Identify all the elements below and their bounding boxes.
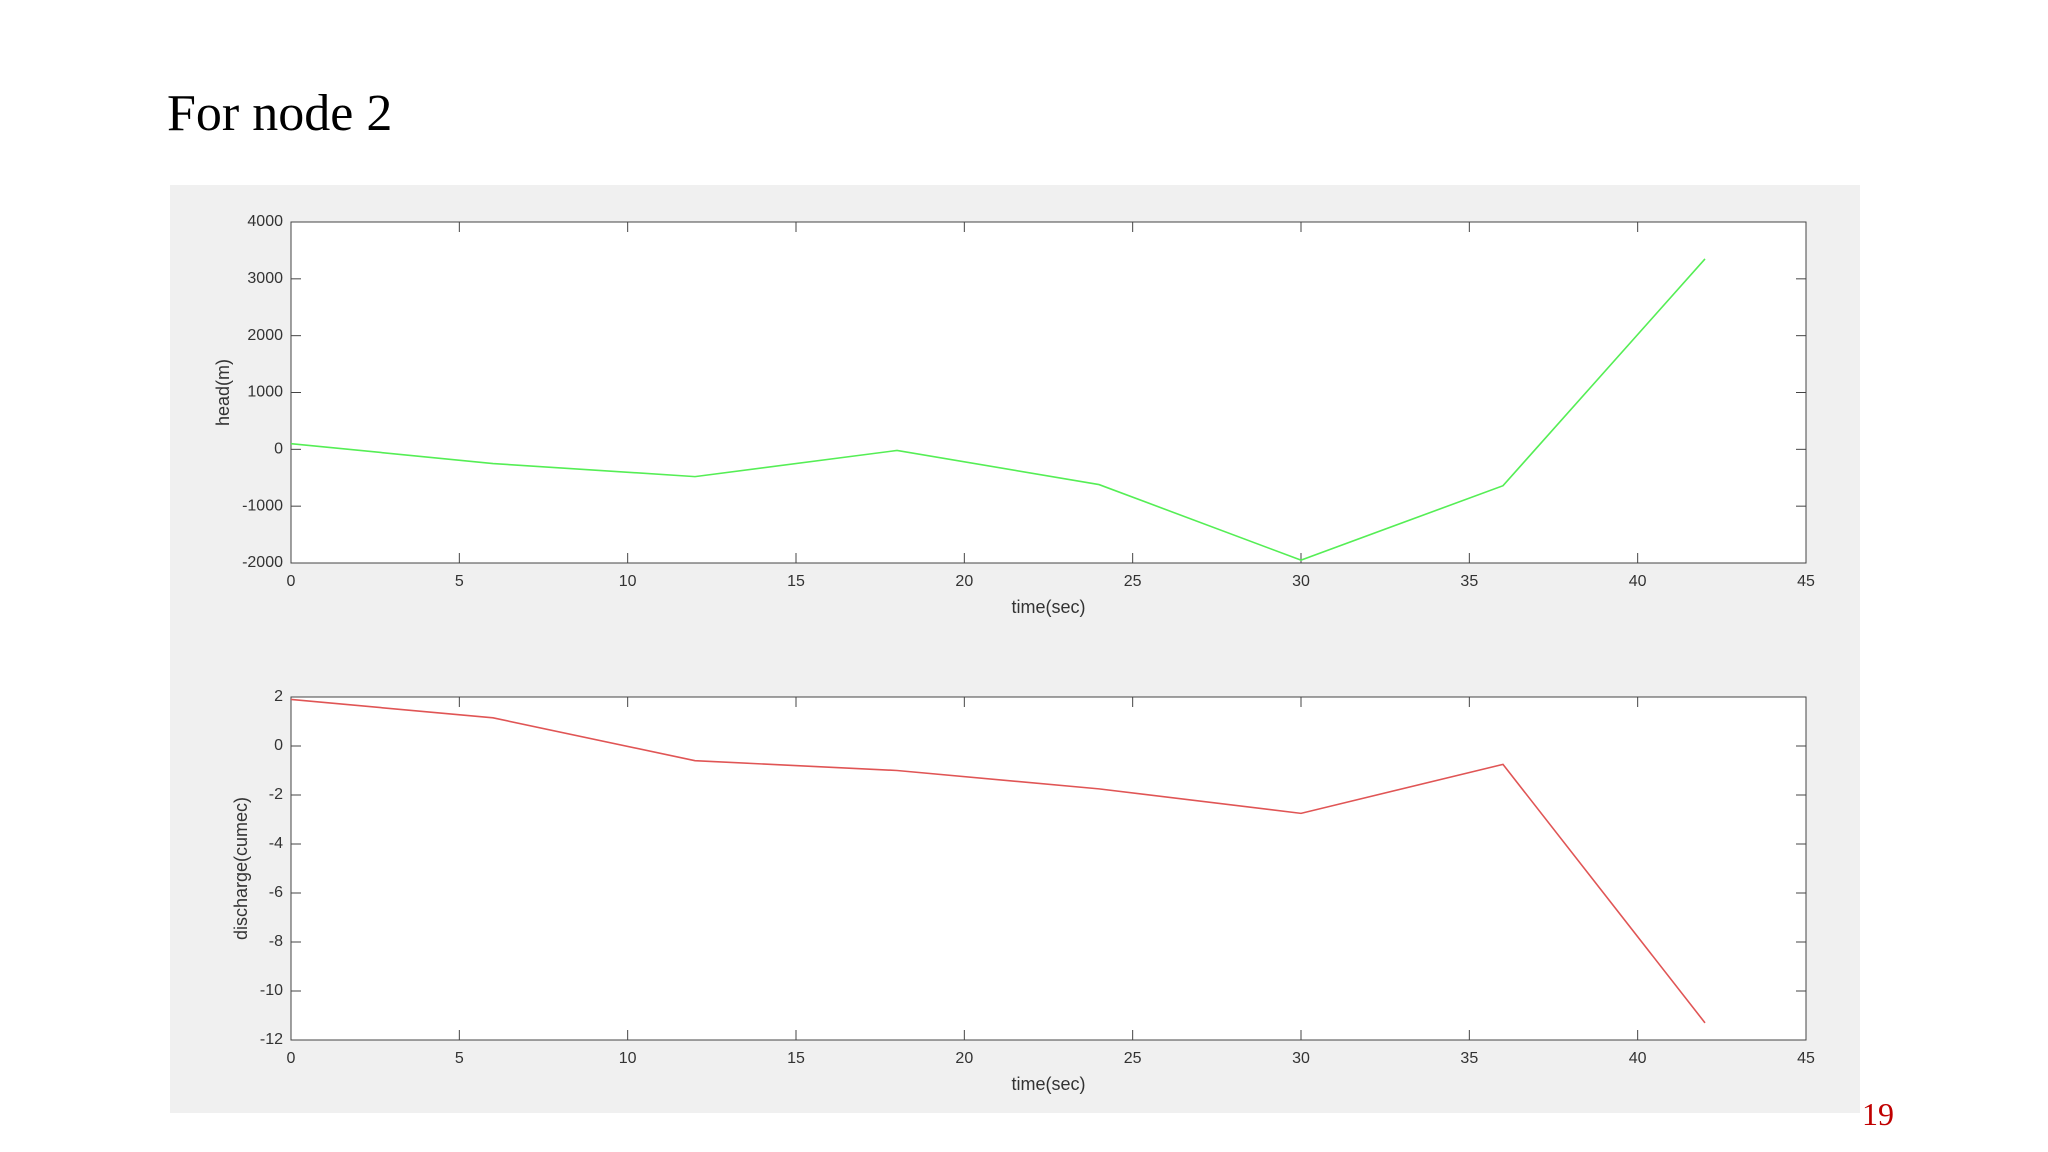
x-tick-label: 20 (955, 573, 973, 590)
y-tick-label: -2 (269, 786, 283, 803)
page-number: 19 (1862, 1096, 1894, 1132)
y-tick-label: -4 (269, 835, 283, 852)
x-tick-label: 15 (787, 573, 805, 590)
x-tick-label: 5 (455, 1050, 464, 1067)
y-tick-label: -2000 (242, 554, 283, 571)
y-tick-label: -6 (269, 884, 283, 901)
x-tick-label: 0 (287, 573, 296, 590)
plot-area (290, 696, 1807, 1041)
x-tick-label: 25 (1124, 573, 1142, 590)
x-tick-label: 40 (1629, 573, 1647, 590)
y-tick-label: 2000 (247, 327, 283, 344)
x-tick-label: 20 (955, 1050, 973, 1067)
y-axis-label: discharge(cumec) (231, 797, 251, 940)
data-line (290, 698, 1706, 1024)
x-tick-label: 35 (1460, 573, 1478, 590)
y-tick-label: 0 (274, 737, 283, 754)
x-tick-label: 45 (1797, 573, 1815, 590)
x-tick-label: 10 (619, 573, 637, 590)
y-tick-label: 1000 (247, 384, 283, 401)
x-tick-label: 0 (287, 1050, 296, 1067)
x-tick-label: 30 (1292, 573, 1310, 590)
y-axis-label: head(m) (213, 359, 233, 426)
x-tick-label: 25 (1124, 1050, 1142, 1067)
y-tick-label: -1000 (242, 497, 283, 514)
x-tick-label: 10 (619, 1050, 637, 1067)
y-tick-label: -8 (269, 933, 283, 950)
y-tick-label: -12 (260, 1031, 283, 1048)
x-tick-label: 30 (1292, 1050, 1310, 1067)
x-tick-label: 45 (1797, 1050, 1815, 1067)
slide-title: For node 2 (167, 85, 393, 142)
data-line (290, 258, 1706, 562)
y-tick-label: -10 (260, 982, 283, 999)
x-tick-label: 5 (455, 573, 464, 590)
x-tick-label: 40 (1629, 1050, 1647, 1067)
x-axis-label: time(sec) (1011, 1074, 1085, 1094)
plot-area (290, 221, 1807, 564)
y-tick-label: 2 (274, 688, 283, 705)
y-tick-label: 4000 (247, 213, 283, 230)
x-tick-label: 35 (1460, 1050, 1478, 1067)
x-tick-label: 15 (787, 1050, 805, 1067)
y-tick-label: 3000 (247, 270, 283, 287)
x-axis-label: time(sec) (1011, 597, 1085, 617)
y-tick-label: 0 (274, 441, 283, 458)
